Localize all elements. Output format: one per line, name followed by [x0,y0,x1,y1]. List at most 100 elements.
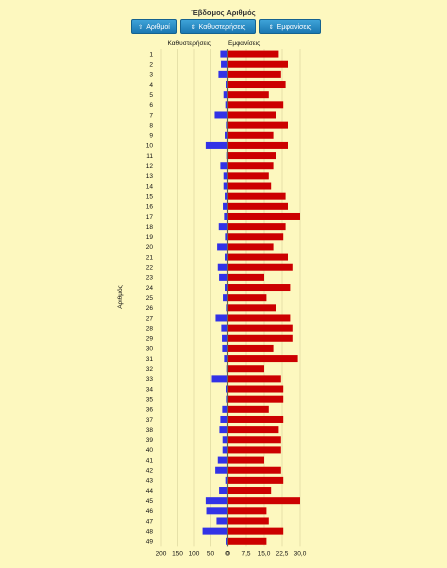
appearance-bar [228,344,274,352]
right-tick-label: 15,0 [258,550,271,557]
appearance-bar [228,426,279,434]
delay-bar [223,172,227,180]
category-label: 13 [146,173,154,180]
category-label: 37 [146,417,154,424]
appearance-bar [228,537,267,545]
appearance-bar [228,131,274,139]
appearance-bar [228,141,288,149]
category-label: 9 [149,133,153,140]
delay-bar [222,344,227,352]
category-label: 34 [146,386,154,393]
left-tick-label: 200 [156,550,167,557]
delay-bar [222,446,227,454]
category-label: 5 [149,92,153,99]
appearance-bar [228,111,276,119]
appearance-bar [228,192,286,200]
delay-bar [225,476,227,484]
category-label: 19 [146,234,154,241]
delay-bar [222,405,227,413]
category-label: 2 [149,62,153,69]
delay-bar [217,456,227,464]
delay-bar [215,314,227,322]
delay-bar [220,162,227,170]
delay-bar [226,385,227,393]
appearance-bar [228,172,269,180]
appearance-bar [228,60,288,68]
category-label: 3 [149,72,153,79]
sort-by-number-label: Αριθμοί [146,24,170,31]
sort-by-appearances-label: Εμφανίσεις [276,24,312,31]
sort-by-appearances-button[interactable]: ⇕ Εμφανίσεις [259,19,321,34]
right-tick-label: 0 [226,550,230,557]
delay-bar [222,334,227,342]
category-label: 31 [146,356,154,363]
delay-bar [225,233,227,241]
appearance-bar [228,365,264,373]
category-label: 28 [146,325,154,332]
sort-by-number-button[interactable]: ⇧ Αριθμοί [131,19,177,34]
delay-bar [205,497,227,505]
category-label: 30 [146,346,154,353]
category-label: 4 [149,82,153,89]
delay-bar [221,60,227,68]
appearance-bar [228,162,274,170]
delay-bar [221,324,227,332]
appearance-bar [228,50,279,58]
delay-bar [218,223,227,231]
category-label: 15 [146,193,154,200]
delay-bar [219,426,227,434]
appearance-bar [228,324,293,332]
category-label: 24 [146,285,154,292]
appearance-bar [228,121,288,129]
category-label: 25 [146,295,154,302]
delay-bar [220,50,227,58]
delay-bar [217,243,227,251]
appearance-bar [228,456,264,464]
category-label: 27 [146,315,154,322]
appearance-bar [228,436,281,444]
appearance-bar [228,497,300,505]
category-label: 8 [149,122,153,129]
category-label: 23 [146,275,154,282]
category-label: 12 [146,163,154,170]
appearance-bar [228,395,284,403]
appearance-bar [228,466,281,474]
category-label: 22 [146,265,154,272]
delay-bar [225,284,227,292]
appearance-bar [228,294,267,302]
category-label: 45 [146,498,154,505]
appearance-bar [228,415,284,423]
delay-bar [214,111,227,119]
y-axis-label: Αριθμός [116,285,124,309]
appearance-bar [228,253,288,261]
delay-bar [223,294,227,302]
category-label: 41 [146,457,154,464]
category-label: 16 [146,204,154,211]
appearance-bar [228,273,264,281]
appearance-bar [228,223,286,231]
category-label: 6 [149,102,153,109]
sort-icon: ⇕ [190,25,196,31]
appearance-bar [228,527,284,535]
left-tick-label: 0 [225,550,229,557]
category-label: 14 [146,183,154,190]
delay-bar [223,182,227,190]
delay-bar [225,101,227,109]
appearance-bar [228,263,293,271]
appearance-bar [228,517,269,525]
sort-by-delays-button[interactable]: ⇕ Καθυστερήσεις [180,19,256,34]
category-label: 39 [146,437,154,444]
delay-bar [225,192,227,200]
delay-bar [224,212,227,220]
left-tick-label: 100 [189,550,200,557]
appearance-bar [228,202,288,210]
appearance-bar [228,334,293,342]
appearance-bar [228,233,284,241]
category-label: 40 [146,447,154,454]
appearance-bar [228,314,291,322]
category-label: 43 [146,478,154,485]
appearance-bar [228,284,291,292]
category-label: 26 [146,305,154,312]
appearance-bar [228,101,284,109]
delay-bar [206,507,227,515]
